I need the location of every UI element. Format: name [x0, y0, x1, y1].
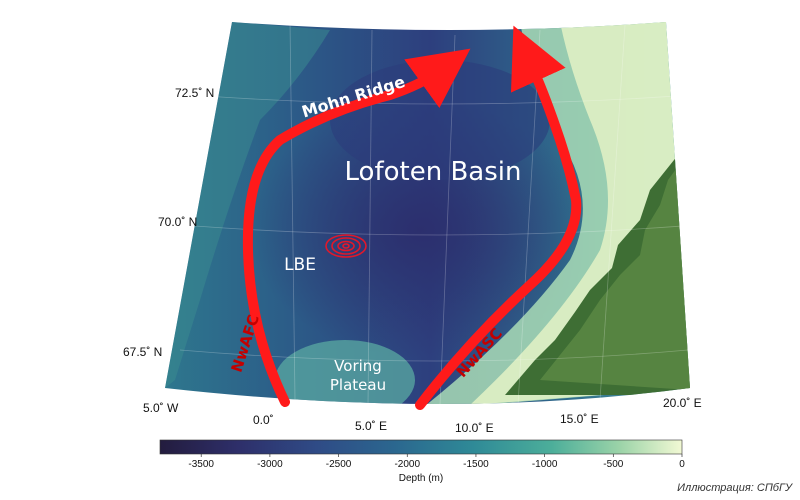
lbe-eddy-icon	[325, 234, 367, 258]
lon-label-15e: 15.0˚ E	[560, 412, 599, 426]
lon-label-5e: 5.0˚ E	[355, 419, 387, 433]
lofoten-basin-label: Lofoten Basin	[345, 157, 522, 187]
colorbar-title: Depth (m)	[399, 473, 443, 484]
voring-label-2: Plateau	[330, 376, 386, 394]
lon-label-0: 0.0˚	[253, 413, 274, 427]
colorbar-tick-label: -500	[603, 459, 623, 470]
lat-label-72-5: 72.5˚ N	[175, 86, 214, 100]
lat-label-70-0: 70.0˚ N	[158, 215, 197, 229]
colorbar-tick-label: -2000	[394, 459, 420, 470]
depth-colorbar: -3500 -3000 -2500 -2000 -1500 -1000 -500 0 Dept…	[159, 439, 685, 484]
colorbar-tick-label: -3000	[257, 459, 283, 470]
colorbar-tick-label: -1500	[463, 459, 489, 470]
lon-label-5w: 5.0˚ W	[143, 401, 179, 415]
colorbar-tick-label: -3500	[188, 459, 214, 470]
nwasc-arrow	[415, 25, 582, 410]
colorbar-tick-label: -1000	[532, 459, 558, 470]
voring-label-1: Voring	[334, 357, 382, 375]
lon-label-10e: 10.0˚ E	[455, 421, 494, 435]
lon-label-20e: 20.0˚ E	[663, 396, 702, 410]
nwafc-arrow	[242, 48, 471, 407]
lbe-label: LBE	[284, 255, 316, 275]
colorbar-tick-label: -2500	[326, 459, 352, 470]
lat-label-67-5: 67.5˚ N	[123, 345, 162, 359]
colorbar-tick-label: 0	[679, 459, 685, 470]
image-credit: Иллюстрация: СПбГУ	[677, 482, 793, 494]
colorbar-ticks: -3500 -3000 -2500 -2000 -1500 -1000 -500 0	[188, 454, 685, 470]
current-arrows	[242, 25, 582, 410]
